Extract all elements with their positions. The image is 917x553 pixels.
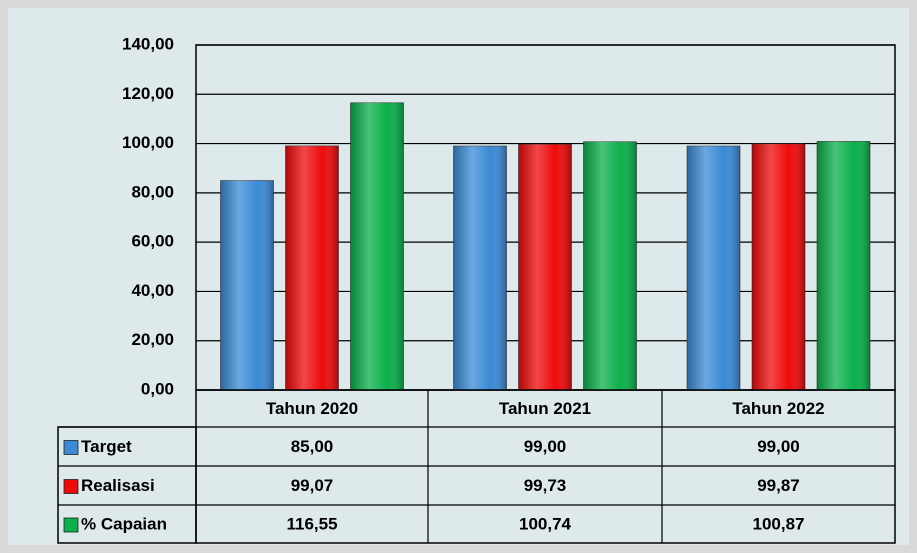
table-value: 100,87: [753, 514, 805, 533]
y-tick-label: 40,00: [131, 281, 174, 300]
legend-key: [63, 517, 79, 533]
legend-key: [63, 440, 79, 455]
bar-shine: [453, 146, 507, 390]
bar-shine: [752, 143, 805, 390]
bar-shine: [817, 141, 870, 390]
y-tick-label: 60,00: [131, 232, 174, 251]
bar-shine: [518, 144, 572, 390]
table-value: 99,00: [524, 437, 567, 456]
bar-shine: [285, 145, 339, 390]
bar-shine: [220, 180, 274, 390]
y-tick-label: 120,00: [122, 84, 174, 103]
y-tick-label: 140,00: [122, 34, 174, 53]
y-tick-label: 100,00: [122, 133, 174, 152]
table-value: 99,73: [524, 476, 567, 495]
y-tick-label: 0,00: [141, 379, 174, 398]
legend-label: % Capaian: [81, 514, 167, 533]
bar-shine: [687, 146, 740, 390]
bar-shine: [583, 141, 637, 390]
y-tick-label: 80,00: [131, 182, 174, 201]
x-tick-label: Tahun 2022: [732, 399, 824, 418]
table-value: 99,07: [291, 476, 334, 495]
bar-shine: [350, 102, 404, 390]
table-value: 100,74: [519, 514, 572, 533]
y-tick-label: 20,00: [131, 330, 174, 349]
x-tick-label: Tahun 2021: [499, 399, 591, 418]
legend-label: Realisasi: [81, 476, 155, 495]
legend-key: [63, 479, 79, 494]
x-tick-label: Tahun 2020: [266, 399, 358, 418]
table-value: 99,87: [757, 476, 800, 495]
table-value: 99,00: [757, 437, 800, 456]
table-value: 85,00: [291, 437, 334, 456]
table-value: 116,55: [286, 514, 337, 533]
legend-label: Target: [81, 437, 132, 456]
